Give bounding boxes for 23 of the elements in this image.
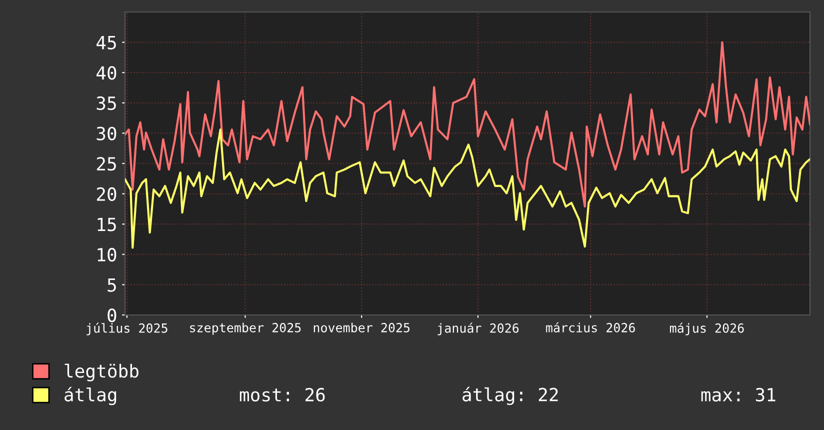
text: most: 26 [240, 388, 325, 402]
x-tick-label: november 2025 [314, 322, 410, 332]
x-tick-label: március 2026 [546, 322, 635, 332]
line-series [125, 41, 810, 208]
legend-label: legtöbb [64, 364, 138, 382]
y-tick-label: 30 [96, 126, 116, 140]
y-tick-label: 25 [96, 157, 116, 171]
y-tick-label: 45 [96, 36, 116, 50]
y-tick-label: 10 [98, 248, 116, 262]
x-tick-label: július 2025 [86, 322, 168, 336]
x-tick-label: január 2026 [438, 322, 519, 336]
x-tick-label: május 2026 [670, 322, 744, 336]
legend-label: átlag [64, 386, 116, 406]
text: átlag: 22 [462, 386, 558, 406]
text: max: 31 [701, 388, 776, 402]
y-tick-label: 20 [96, 187, 116, 201]
y-tick-label: 15 [98, 218, 116, 232]
y-tick-label: 0 [108, 308, 116, 322]
line-series [125, 128, 810, 249]
y-tick-label: 5 [108, 278, 116, 292]
y-tick-label: 35 [96, 96, 116, 110]
y-tick-label: 40 [96, 66, 116, 80]
x-tick-label: szeptember 2025 [190, 322, 301, 335]
